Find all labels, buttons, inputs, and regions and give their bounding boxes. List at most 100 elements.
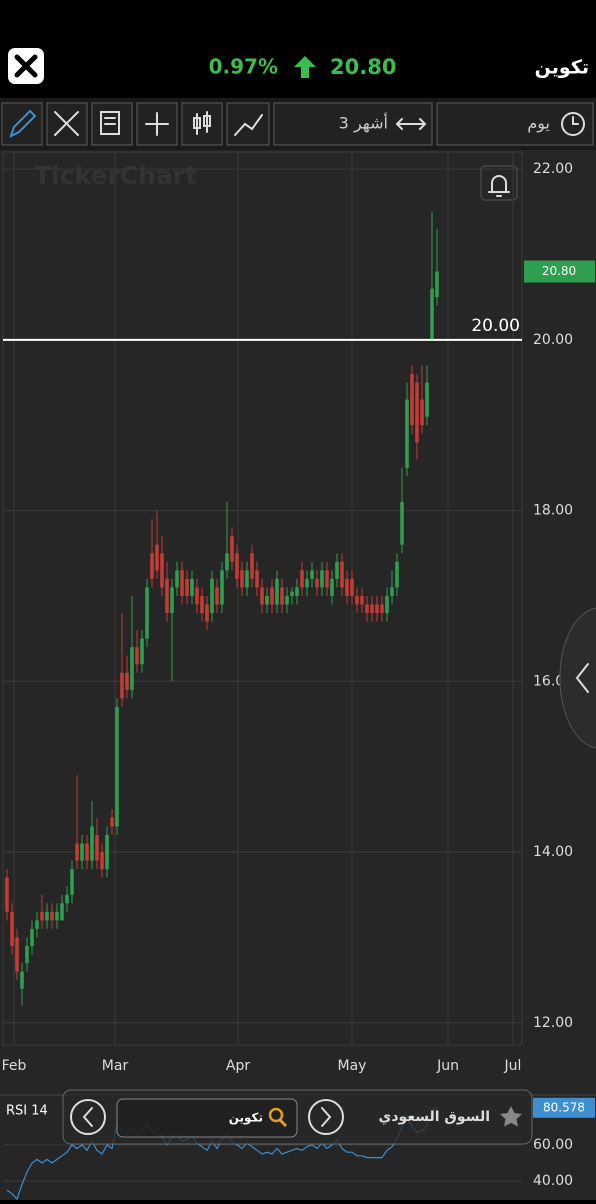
candle-body bbox=[120, 672, 124, 699]
candle-body bbox=[90, 826, 94, 861]
symbol-bar: تكوين السوق السعودي bbox=[62, 1089, 533, 1145]
prev-symbol[interactable] bbox=[70, 1099, 106, 1135]
rsi-chart: 60.00 40.00 RSI 14 80.578 bbox=[3, 1097, 595, 1201]
candle-body bbox=[275, 578, 279, 605]
candle-body bbox=[230, 536, 234, 562]
watermark: TickerChart bbox=[34, 161, 197, 190]
interval: يوم bbox=[527, 114, 550, 134]
candle-body bbox=[330, 578, 334, 596]
candle-body bbox=[10, 911, 14, 946]
last-price-box bbox=[524, 260, 595, 283]
candle-body bbox=[220, 570, 224, 605]
candle-body bbox=[155, 544, 159, 571]
candle-body bbox=[375, 604, 379, 614]
candle-body bbox=[200, 595, 204, 614]
candle-body bbox=[150, 553, 154, 579]
candle-body bbox=[345, 578, 349, 596]
y-tick-label: 12.00 bbox=[533, 1015, 573, 1031]
candle-body bbox=[415, 382, 419, 443]
search-text: تكوين bbox=[229, 1111, 263, 1126]
candle-body bbox=[190, 578, 194, 596]
candle-body bbox=[430, 288, 434, 340]
tools[interactable] bbox=[46, 102, 88, 146]
interval-button[interactable]: يوم bbox=[436, 102, 594, 146]
candle-body bbox=[315, 578, 319, 588]
candle-body bbox=[325, 570, 329, 588]
candle-body bbox=[320, 570, 324, 588]
close-button[interactable] bbox=[8, 48, 44, 84]
favorite[interactable] bbox=[500, 1106, 522, 1127]
candle-body bbox=[85, 843, 89, 861]
market: السوق السعودي bbox=[379, 1109, 490, 1126]
next-symbol[interactable] bbox=[308, 1099, 344, 1135]
candle-body bbox=[270, 587, 274, 605]
candle-body bbox=[395, 561, 399, 588]
candle-body bbox=[70, 869, 74, 895]
candle-body bbox=[135, 647, 139, 665]
change: 0.97% bbox=[209, 55, 278, 79]
candle-body bbox=[55, 911, 59, 921]
candle-body bbox=[165, 578, 169, 614]
y-tick-label: 14.00 bbox=[533, 844, 573, 860]
price: 20.80 bbox=[330, 55, 396, 79]
candle-body bbox=[75, 843, 79, 861]
candle-body bbox=[110, 817, 114, 827]
side-arrow bbox=[575, 663, 589, 693]
candle-body bbox=[60, 903, 64, 921]
candle-body bbox=[225, 553, 229, 571]
chart-type[interactable] bbox=[181, 102, 223, 146]
candle-body bbox=[45, 911, 49, 921]
candle-body bbox=[115, 706, 119, 827]
candle-body bbox=[260, 587, 264, 605]
candle-body bbox=[40, 911, 44, 921]
settings[interactable] bbox=[91, 102, 133, 146]
x-tick-label: May bbox=[338, 1058, 367, 1074]
indicators[interactable] bbox=[226, 102, 270, 146]
candle-body bbox=[185, 578, 189, 596]
candle-body bbox=[410, 373, 414, 426]
candle-body bbox=[175, 570, 179, 588]
candle-body bbox=[100, 852, 104, 870]
candle-body bbox=[295, 587, 299, 596]
plot-frame bbox=[2, 151, 523, 1046]
candle-body bbox=[420, 399, 424, 426]
candle-body bbox=[205, 604, 209, 622]
candle-body bbox=[105, 834, 109, 870]
candle-body bbox=[390, 587, 394, 596]
candle-body bbox=[400, 502, 404, 545]
candle-body bbox=[35, 920, 39, 929]
y-tick-label: 18.00 bbox=[533, 503, 573, 519]
alert-button[interactable] bbox=[480, 165, 518, 201]
candle-body bbox=[335, 561, 339, 579]
candle-body bbox=[195, 587, 199, 605]
rsi-title: RSI 14 bbox=[6, 1104, 48, 1119]
crosshair[interactable] bbox=[136, 102, 178, 146]
search-box[interactable]: تكوين bbox=[116, 1098, 298, 1138]
candle-body bbox=[435, 271, 439, 298]
candle-body bbox=[95, 834, 99, 861]
y-tick-label: 40.00 bbox=[533, 1173, 573, 1189]
candle-body bbox=[340, 561, 344, 588]
up-arrow bbox=[294, 56, 316, 78]
candle-body bbox=[290, 591, 294, 596]
horizontal-line-label: 20.00 bbox=[471, 316, 520, 336]
candle-body bbox=[25, 945, 29, 964]
draw-tool[interactable] bbox=[1, 102, 43, 146]
candle-body bbox=[50, 911, 54, 921]
x-tick-label: Jun bbox=[436, 1058, 459, 1074]
candle-body bbox=[30, 928, 34, 946]
candle-body bbox=[15, 937, 19, 972]
y-tick-label: 22.00 bbox=[533, 161, 573, 177]
candle-body bbox=[305, 578, 309, 588]
header-bg bbox=[0, 0, 596, 98]
chart-bg bbox=[0, 150, 596, 1200]
period-button[interactable]: 3 أشهر bbox=[273, 102, 433, 146]
candle-body bbox=[210, 578, 214, 614]
rsi-last-box bbox=[533, 1097, 595, 1118]
candle-body bbox=[245, 570, 249, 588]
candle-body bbox=[170, 587, 174, 614]
candle-body bbox=[265, 595, 269, 605]
candle-body bbox=[285, 595, 289, 605]
candle-body bbox=[370, 604, 374, 614]
